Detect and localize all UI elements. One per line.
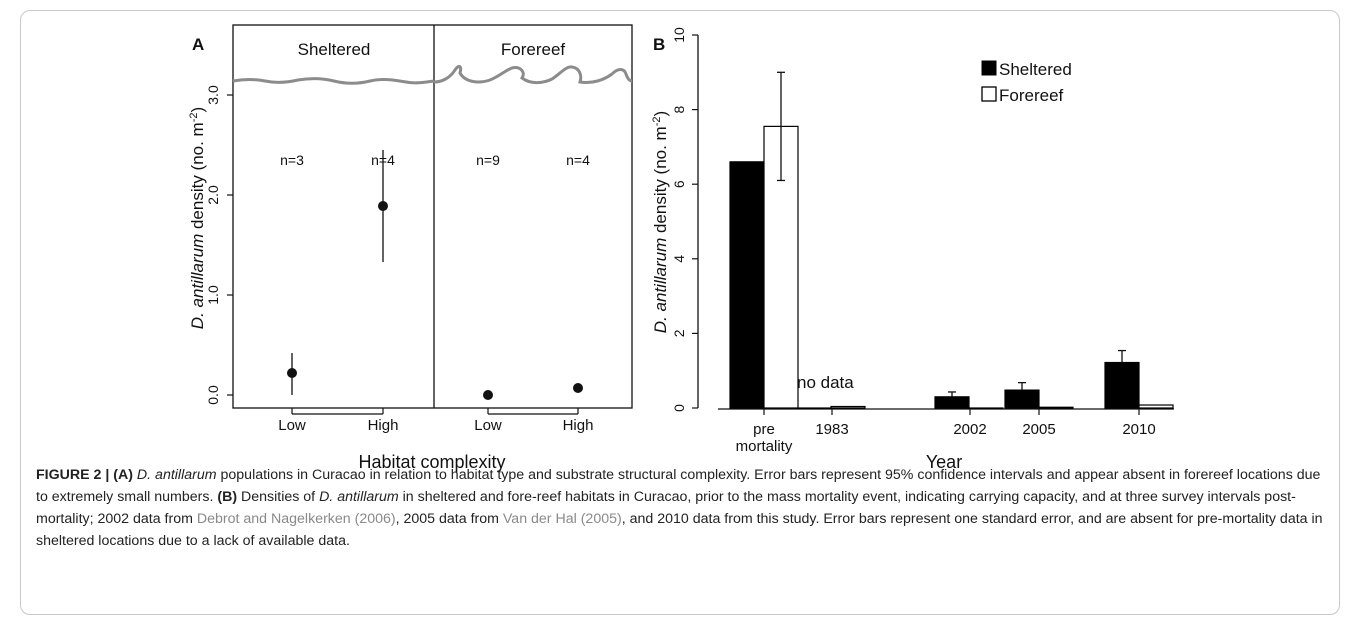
caption-ref-debrot[interactable]: Debrot and Nagelkerken (2006) (196, 511, 396, 527)
panel-b-x-tick-label: 1983 (815, 421, 848, 438)
legend-swatch-sheltered (981, 60, 997, 76)
panel-a-point (378, 201, 388, 211)
panel-a: A Sheltered Forereef 0.0 1.0 2.0 3.0 n=3 n=4… (188, 24, 633, 472)
panel-a-n-label: n=4 (566, 152, 590, 168)
figure-frame (20, 10, 1340, 615)
panel-b-bar-forereef (1038, 406, 1074, 409)
panel-b-x-tick-label: 2002 (953, 421, 986, 438)
panel-a-n-label: n=9 (476, 152, 500, 168)
panel-a-point (573, 383, 583, 393)
panel-a-n-label: n=4 (371, 152, 395, 168)
panel-a-x-axis: Low High Low High (278, 408, 593, 434)
panel-b-bars (729, 71, 1174, 410)
legend-label-forereef: Forereef (999, 86, 1064, 105)
sheltered-reef-profile (232, 77, 435, 85)
panel-b-x-tick-label: 2010 (1122, 421, 1155, 438)
panel-b-x-tick-label: pre (753, 421, 775, 438)
panel-b-y-tick-label: 0 (671, 404, 687, 412)
caption-text-a: populations in Curacao in relation to ha… (36, 467, 1321, 505)
panel-a-points: n=3 n=4 n=9 n=4 (280, 150, 590, 400)
panel-b-y-tick-label: 4 (671, 255, 687, 263)
caption-label-a: FIGURE 2 | (A) (36, 467, 133, 483)
caption-ref-vanderhal[interactable]: Van der Hal (2005) (502, 511, 622, 527)
caption-text-b2: in sheltered and fore-reef habitats in C… (36, 489, 1296, 527)
panel-a-y-axis-title: D. antillarum density (no. m-2) (188, 107, 207, 329)
panel-b-bar-sheltered (1104, 361, 1140, 409)
panel-b-letter: B (653, 35, 665, 54)
panel-a-y-tick-label: 0.0 (205, 385, 221, 405)
panel-b-bar-sheltered (796, 407, 832, 410)
panel-a-y-axis: 0.0 1.0 2.0 3.0 (205, 85, 233, 405)
panel-a-x-tick-label: High (368, 417, 399, 434)
panel-a-n-label: n=3 (280, 152, 304, 168)
panel-b: B 0 2 4 6 8 10 pre 1983 2002 2005 2010 mortality n… (651, 27, 1174, 472)
panel-a-x-tick-label: High (563, 417, 594, 434)
panel-b-y-tick-label: 2 (671, 329, 687, 337)
panel-b-bar-sheltered (934, 396, 970, 409)
panel-b-bar-forereef (968, 407, 1004, 410)
forereef-reef-profile (433, 64, 633, 85)
panel-a-y-tick-label: 3.0 (205, 85, 221, 105)
panel-b-x-axis-title: Year (926, 452, 962, 472)
caption-species-b: D. antillarum (319, 489, 399, 505)
panel-b-x-tick-label: 2005 (1022, 421, 1055, 438)
panel-a-point (287, 368, 297, 378)
panel-b-y-tick-label: 6 (671, 180, 687, 188)
panel-b-bar-sheltered (1004, 389, 1040, 409)
panel-b-x-tick-sublabel: mortality (736, 438, 793, 455)
panel-b-y-axis: 0 2 4 6 8 10 (671, 27, 698, 412)
panel-b-bar-forereef (830, 405, 866, 409)
legend-swatch-forereef (981, 86, 997, 102)
panel-b-bar-forereef (1138, 404, 1174, 409)
panel-a-plot-box (232, 24, 633, 409)
caption-label-b: (B) (217, 489, 238, 505)
panel-a-x-tick-label: Low (474, 417, 502, 434)
caption-text-b3: , 2005 data from (395, 511, 503, 527)
panel-b-y-tick-label: 10 (671, 27, 687, 43)
no-data-annotation: no data (797, 373, 854, 392)
panel-a-y-tick-label: 1.0 (205, 285, 221, 305)
habitat-forereef-label: Forereef (501, 40, 566, 59)
panel-a-x-tick-label: Low (278, 417, 306, 434)
figure-caption: FIGURE 2 | (A) D. antillarum populations… (36, 464, 1326, 552)
panel-b-x-axis: pre 1983 2002 2005 2010 mortality (736, 409, 1156, 455)
panel-a-y-tick-label: 2.0 (205, 185, 221, 205)
caption-text-b1: Densities of (237, 489, 320, 505)
panel-b-bar-sheltered (729, 161, 765, 409)
panel-a-letter: A (192, 35, 204, 54)
panel-b-y-axis-title: D. antillarum density (no. m-2) (651, 111, 670, 333)
panel-b-y-tick-label: 8 (671, 105, 687, 113)
panel-b-legend: Sheltered Forereef (981, 60, 1072, 105)
legend-label-sheltered: Sheltered (999, 60, 1072, 79)
panel-a-point (483, 390, 493, 400)
caption-text-b4: , and 2010 data from this study. Error b… (36, 511, 1323, 549)
caption-species-a: D. antillarum (132, 467, 217, 483)
panel-a-x-axis-title: Habitat complexity (358, 452, 505, 472)
habitat-sheltered-label: Sheltered (298, 40, 371, 59)
